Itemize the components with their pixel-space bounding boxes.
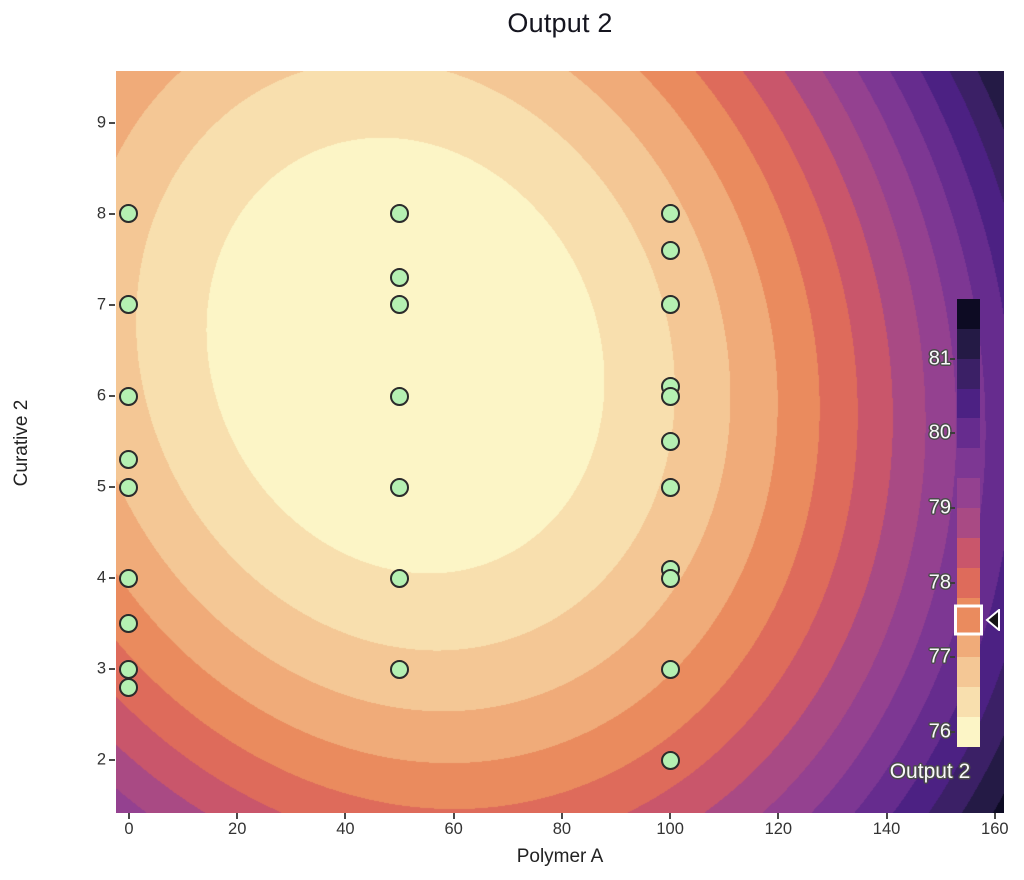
colorbar-tick-mark bbox=[950, 357, 955, 360]
colorbar-tick-label: 79 bbox=[928, 496, 951, 519]
colorbar-tick-label: 77 bbox=[928, 645, 951, 668]
colorbar bbox=[957, 299, 980, 747]
plot-title: Output 2 bbox=[507, 8, 613, 38]
x-tick-mark bbox=[777, 813, 780, 819]
y-tick-mark bbox=[109, 121, 115, 124]
y-axis-title: Curative 2 bbox=[11, 399, 32, 487]
colorbar-segment bbox=[957, 388, 980, 419]
colorbar-segment bbox=[957, 687, 980, 718]
colorbar-segment bbox=[957, 358, 980, 389]
x-tick-mark bbox=[993, 813, 996, 819]
colorbar-tick-mark bbox=[950, 581, 955, 584]
colorbar-tick-label: 76 bbox=[928, 720, 951, 743]
x-tick-mark bbox=[560, 813, 563, 819]
x-tick-mark bbox=[452, 813, 455, 819]
colorbar-tick-mark bbox=[950, 507, 955, 510]
y-tick-label: 5 bbox=[96, 477, 106, 496]
x-tick-label: 160 bbox=[981, 820, 1009, 838]
y-tick-label: 2 bbox=[96, 750, 106, 769]
colorbar-segment bbox=[957, 567, 980, 598]
colorbar-segment bbox=[957, 717, 980, 747]
x-tick-mark bbox=[127, 813, 130, 819]
x-tick-label: 100 bbox=[656, 820, 684, 838]
x-tick-mark bbox=[885, 813, 888, 819]
colorbar-segment bbox=[957, 328, 980, 359]
y-tick-mark bbox=[109, 759, 115, 762]
x-tick-mark bbox=[669, 813, 672, 819]
colorbar-segment bbox=[957, 448, 980, 479]
y-tick-label: 7 bbox=[96, 295, 106, 314]
x-tick-label: 80 bbox=[552, 820, 572, 838]
y-tick-label: 4 bbox=[96, 568, 106, 587]
x-axis-title: Polymer A bbox=[516, 846, 604, 867]
colorbar-tick-mark bbox=[950, 731, 955, 734]
x-tick-mark bbox=[344, 813, 347, 819]
colorbar-segment bbox=[957, 508, 980, 538]
colorbar-title: Output 2 bbox=[889, 760, 971, 783]
y-tick-mark bbox=[109, 486, 115, 489]
y-tick-mark bbox=[109, 212, 115, 215]
y-tick-label: 3 bbox=[96, 659, 106, 678]
contour-surface-canvas bbox=[116, 71, 1004, 813]
x-tick-label: 60 bbox=[444, 820, 463, 838]
y-tick-mark bbox=[109, 668, 115, 671]
colorbar-level-marker[interactable] bbox=[954, 604, 983, 636]
y-tick-label: 9 bbox=[96, 113, 106, 132]
x-tick-label: 0 bbox=[124, 820, 134, 838]
y-tick-label: 8 bbox=[96, 204, 106, 223]
y-tick-mark bbox=[109, 395, 115, 398]
colorbar-tick-mark bbox=[950, 432, 955, 435]
x-tick-mark bbox=[236, 813, 239, 819]
colorbar-tick-label: 78 bbox=[928, 571, 951, 594]
colorbar-tick-label: 81 bbox=[928, 347, 951, 370]
colorbar-segment bbox=[957, 418, 980, 449]
colorbar-segment bbox=[957, 657, 980, 688]
x-tick-label: 20 bbox=[228, 820, 247, 838]
x-tick-label: 40 bbox=[336, 820, 355, 838]
colorbar-tick-label: 80 bbox=[928, 421, 951, 444]
colorbar-segment bbox=[957, 537, 980, 568]
colorbar-marker-arrow-icon[interactable] bbox=[985, 607, 1001, 633]
colorbar-segment bbox=[957, 478, 980, 509]
y-tick-label: 6 bbox=[96, 386, 106, 405]
x-tick-label: 120 bbox=[764, 820, 793, 838]
y-tick-mark bbox=[109, 577, 115, 580]
colorbar-tick-mark bbox=[950, 656, 955, 659]
colorbar-segment bbox=[957, 299, 980, 329]
x-tick-label: 140 bbox=[872, 820, 901, 838]
y-tick-mark bbox=[109, 303, 115, 306]
